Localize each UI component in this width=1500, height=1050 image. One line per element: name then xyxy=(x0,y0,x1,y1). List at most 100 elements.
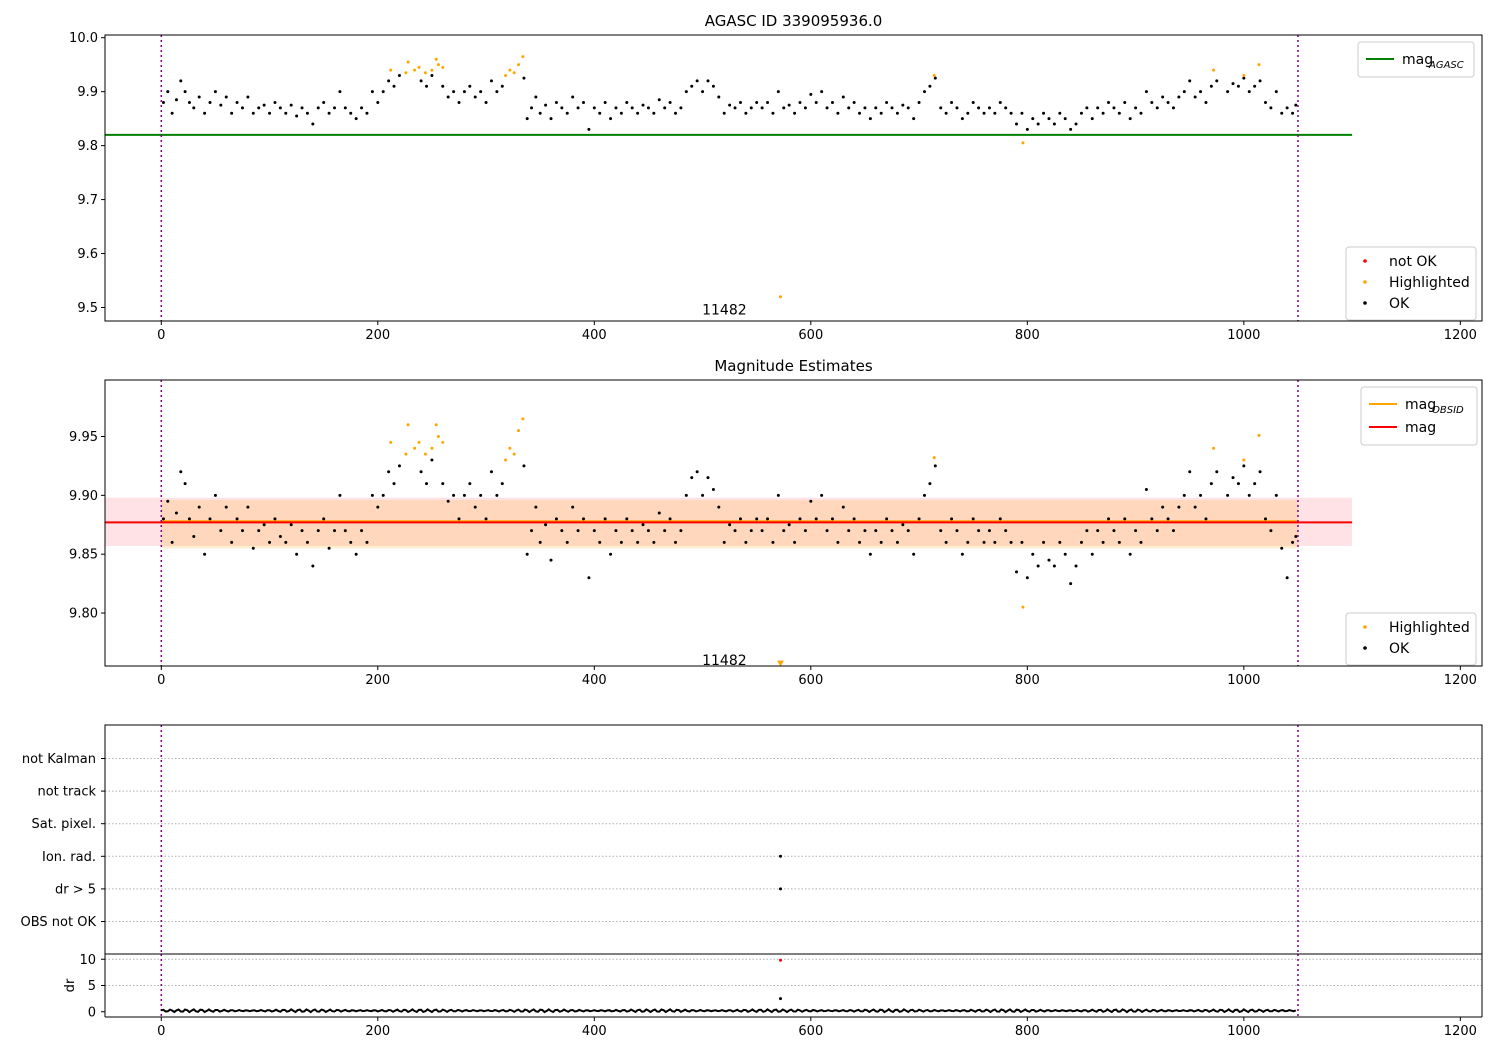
data-point-ok xyxy=(1242,76,1246,80)
data-point-ok xyxy=(224,505,228,509)
data-point-ok xyxy=(183,90,187,94)
data-point-ok xyxy=(782,106,786,110)
data-point-ok xyxy=(554,100,558,104)
data-point-ok xyxy=(1155,529,1159,533)
data-point-ok xyxy=(890,529,894,533)
y-tick-label: 9.90 xyxy=(69,489,98,504)
y-tick-label: 9.6 xyxy=(77,247,98,262)
data-point-ok xyxy=(847,529,851,533)
data-point-ok xyxy=(977,529,981,533)
data-point-ok xyxy=(484,100,488,104)
data-point-highlighted xyxy=(521,417,525,421)
y-tick-label: 9.8 xyxy=(77,139,98,154)
data-point-highlighted xyxy=(504,458,508,462)
data-point-ok xyxy=(1117,540,1121,544)
data-point-ok xyxy=(1123,100,1127,104)
data-point-ok xyxy=(1047,117,1051,121)
x-tick-label: 400 xyxy=(582,673,607,688)
data-point-ok xyxy=(1204,517,1208,521)
data-point-ok xyxy=(614,106,618,110)
data-point-ok xyxy=(668,517,672,521)
data-point-highlighted xyxy=(434,57,438,61)
data-point-ok xyxy=(311,564,315,568)
data-point-ok xyxy=(690,476,694,480)
y-tick-label: 9.9 xyxy=(77,85,98,100)
data-point-ok xyxy=(933,464,937,468)
data-point-ok xyxy=(982,540,986,544)
legend-label: OK xyxy=(1389,641,1410,657)
data-point-highlighted xyxy=(1242,73,1246,77)
data-point-highlighted xyxy=(413,446,417,450)
data-point-ok xyxy=(1052,564,1056,568)
data-point-ok xyxy=(1074,122,1078,126)
data-point-ok xyxy=(1090,117,1094,121)
data-point-ok xyxy=(1036,564,1040,568)
data-point-ok xyxy=(787,103,791,107)
data-point-ok xyxy=(430,458,434,462)
data-point-ok xyxy=(955,529,959,533)
data-point-ok xyxy=(1177,505,1181,509)
data-point-ok xyxy=(598,111,602,115)
data-point-ok xyxy=(858,540,862,544)
data-point-highlighted xyxy=(423,71,427,75)
data-point-ok xyxy=(1161,95,1165,99)
data-point-ok xyxy=(1025,576,1029,580)
y-tick-label: 9.5 xyxy=(77,301,98,316)
data-point-ok xyxy=(333,529,336,533)
data-point-ok xyxy=(187,100,191,104)
y-tick-label: 10 xyxy=(79,953,96,968)
data-point-highlighted xyxy=(417,65,421,69)
data-point-ok xyxy=(1063,552,1067,556)
data-point-ok xyxy=(798,517,802,521)
data-point-ok xyxy=(316,106,320,110)
data-point-ok xyxy=(473,505,477,509)
data-point-ok xyxy=(971,100,975,104)
data-point-ok xyxy=(977,106,981,110)
data-point-ok xyxy=(544,103,548,107)
data-point-ok xyxy=(381,90,385,94)
data-point-ok xyxy=(1128,552,1132,556)
data-point-ok xyxy=(971,517,975,521)
data-point-ok xyxy=(554,517,558,521)
data-point-ok xyxy=(213,90,217,94)
data-point-ok xyxy=(166,499,170,503)
data-point-ok xyxy=(684,90,688,94)
data-point-ok xyxy=(841,505,845,509)
data-point-ok xyxy=(430,73,434,77)
data-point-ok xyxy=(619,111,623,115)
data-point-highlighted xyxy=(430,446,434,450)
data-point-ok xyxy=(289,523,293,527)
data-point-ok xyxy=(230,540,234,544)
data-point-ok xyxy=(868,552,872,556)
data-point-ok xyxy=(1294,535,1298,539)
data-point-ok xyxy=(534,505,538,509)
data-point-ok xyxy=(939,529,943,533)
data-point-ok xyxy=(847,106,851,110)
data-point-ok xyxy=(776,493,780,497)
data-point-ok xyxy=(1242,464,1246,468)
data-point-ok xyxy=(327,111,331,115)
data-point-ok xyxy=(1209,482,1213,486)
data-point-ok xyxy=(814,517,818,521)
data-point-ok xyxy=(960,552,964,556)
flag-category-label: dr > 5 xyxy=(55,882,96,897)
data-point-ok xyxy=(1215,470,1219,474)
data-point-ok xyxy=(338,493,342,497)
data-point-ok xyxy=(305,111,309,115)
data-point-ok xyxy=(581,517,585,521)
data-point-ok xyxy=(489,79,493,83)
data-point-ok xyxy=(852,100,856,104)
data-point-highlighted xyxy=(1242,458,1246,462)
data-point-ok xyxy=(1134,529,1138,533)
data-point-ok xyxy=(950,100,954,104)
data-point-ok xyxy=(944,540,948,544)
data-point-ok xyxy=(755,100,759,104)
data-point-ok xyxy=(289,103,293,107)
data-point-ok xyxy=(922,493,926,497)
data-point-highlighted xyxy=(779,295,783,299)
data-point-ok xyxy=(268,111,272,115)
data-point-ok xyxy=(571,95,575,99)
data-point-ok xyxy=(668,100,672,104)
data-point-ok xyxy=(1101,540,1105,544)
data-point-ok xyxy=(706,79,710,83)
